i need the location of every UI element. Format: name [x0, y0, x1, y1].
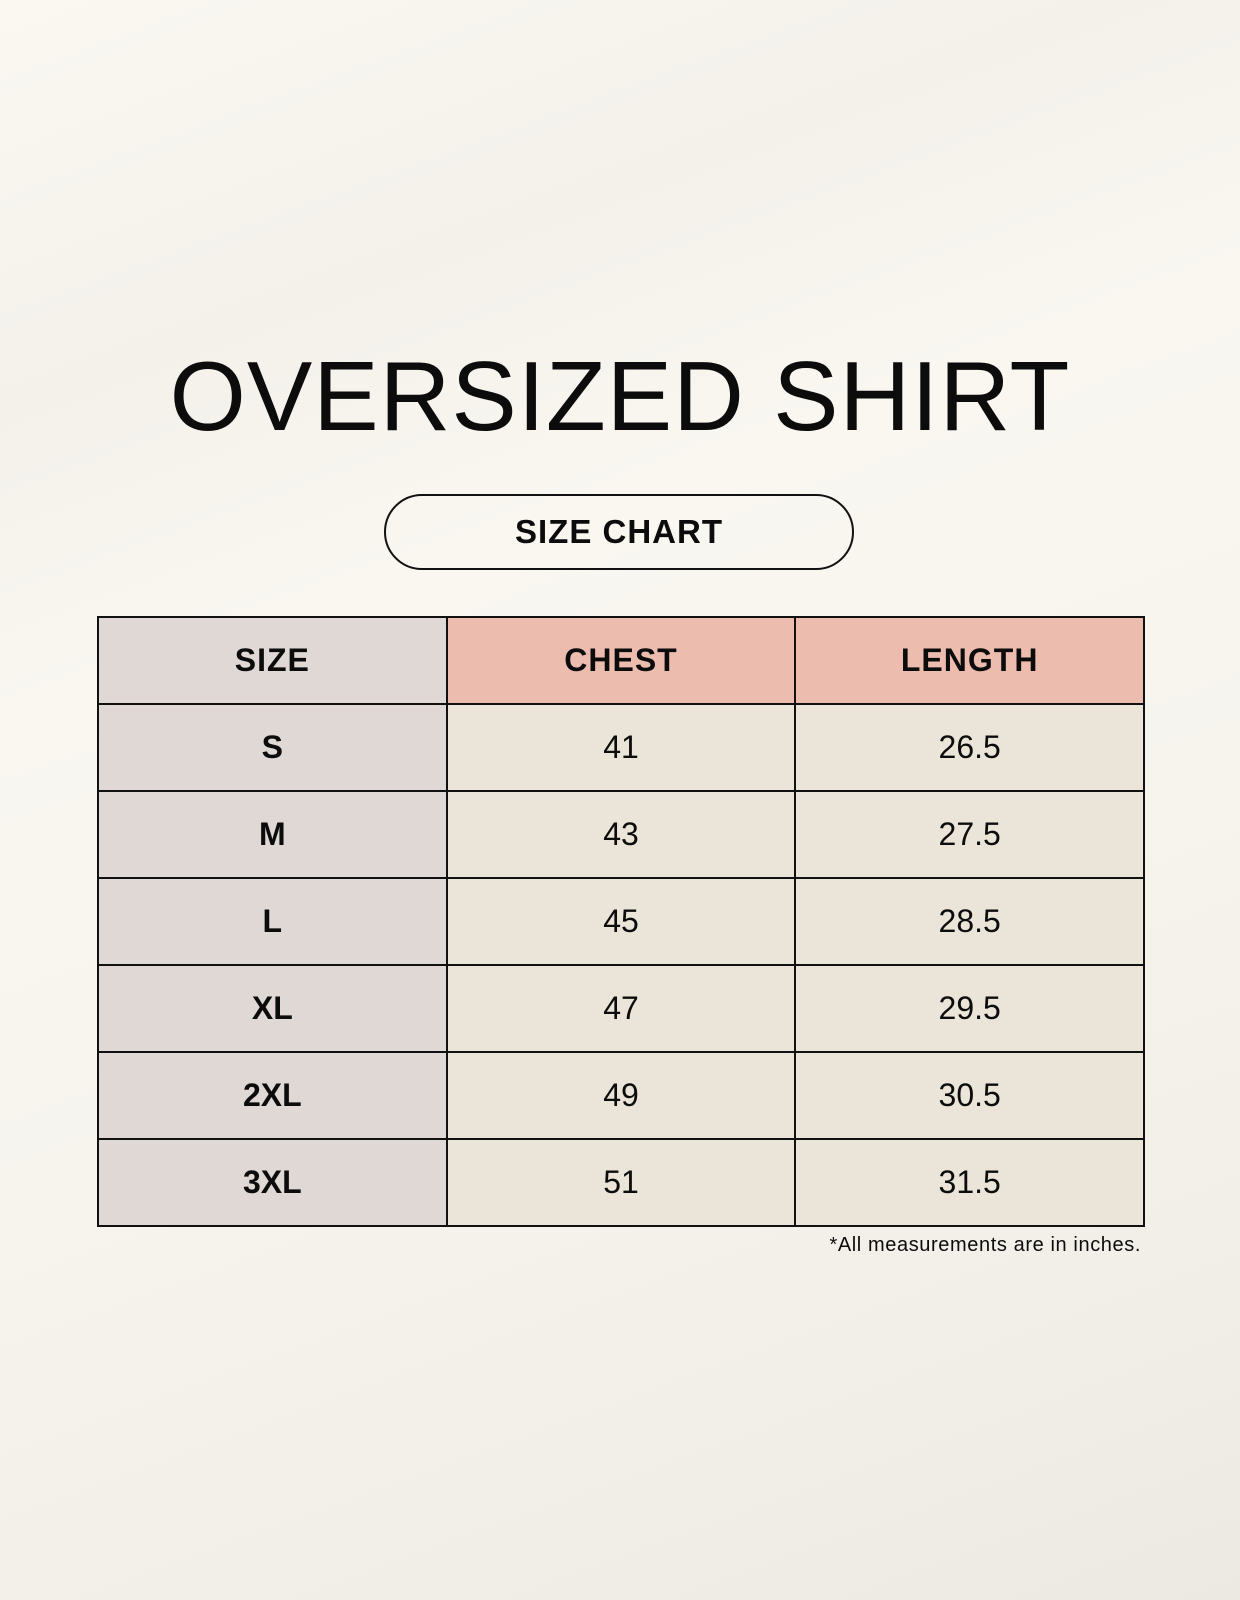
- cell-chest: 45: [445, 877, 797, 966]
- cell-chest: 47: [445, 964, 797, 1053]
- cell-size: 3XL: [97, 1138, 448, 1227]
- cell-size: 2XL: [97, 1051, 448, 1140]
- table-row: 3XL 51 31.5: [97, 1138, 1145, 1227]
- cell-chest: 49: [445, 1051, 797, 1140]
- cell-length: 28.5: [794, 877, 1145, 966]
- page-title: OVERSIZED SHIRT: [169, 341, 1071, 451]
- cell-length: 26.5: [794, 703, 1145, 792]
- cell-chest: 51: [445, 1138, 797, 1227]
- footnote: *All measurements are in inches.: [829, 1234, 1141, 1256]
- table-row: XL 47 29.5: [97, 964, 1145, 1053]
- header-length: LENGTH: [794, 616, 1145, 705]
- table-header-row: SIZE CHEST LENGTH: [97, 616, 1145, 705]
- cell-length: 31.5: [794, 1138, 1145, 1227]
- cell-length: 29.5: [794, 964, 1145, 1053]
- header-size: SIZE: [97, 616, 448, 705]
- cell-size: XL: [97, 964, 448, 1053]
- cell-length: 30.5: [794, 1051, 1145, 1140]
- table-row: L 45 28.5: [97, 877, 1145, 966]
- cell-length: 27.5: [794, 790, 1145, 879]
- cell-size: M: [97, 790, 448, 879]
- table-row: 2XL 49 30.5: [97, 1051, 1145, 1140]
- cell-size: L: [97, 877, 448, 966]
- cell-size: S: [97, 703, 448, 792]
- table-row: M 43 27.5: [97, 790, 1145, 879]
- table-row: S 41 26.5: [97, 703, 1145, 792]
- header-chest: CHEST: [445, 616, 797, 705]
- size-chart-badge: SIZE CHART: [384, 494, 854, 570]
- cell-chest: 41: [445, 703, 797, 792]
- size-table: SIZE CHEST LENGTH S 41 26.5 M 43 27.5 L 45 28.5 X…: [97, 616, 1145, 1227]
- cell-chest: 43: [445, 790, 797, 879]
